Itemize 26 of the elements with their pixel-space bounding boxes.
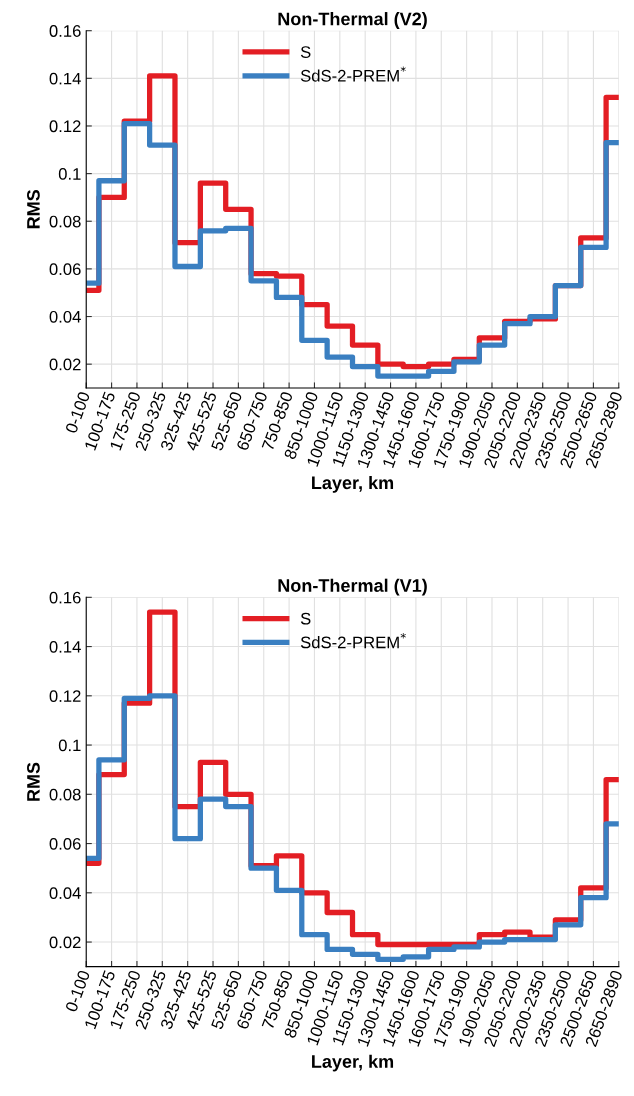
y-tick-label: 0.04	[49, 887, 81, 899]
y-axis-title: RMS	[27, 762, 40, 801]
y-tick-label: 0.1	[58, 168, 81, 180]
legend-label: SdS-2-PREM$^{*}$	[300, 66, 406, 82]
y-tick-label: 0.14	[49, 640, 81, 653]
chart-title: Non-Thermal (V1)	[278, 578, 427, 596]
y-tick-label: 0.16	[49, 25, 81, 37]
y-tick-label: 0.04	[49, 310, 81, 323]
legend-label: S	[300, 46, 311, 58]
y-tick-label: 0.08	[49, 788, 81, 801]
y-tick-label: 0.14	[49, 72, 81, 85]
y-tick-label: 0.12	[49, 120, 81, 133]
x-axis-title: Layer, km	[312, 1054, 394, 1072]
y-tick-label: 0.08	[49, 215, 81, 228]
legend-label: S	[300, 612, 311, 625]
y-tick-label: 0.02	[49, 358, 81, 371]
legend-label: SdS-2-PREM$^{*}$	[300, 633, 406, 649]
y-tick-label: 0.16	[49, 591, 81, 604]
y-tick-label: 0.12	[49, 690, 81, 703]
chart-title: Non-Thermal (V2)	[278, 12, 427, 29]
y-tick-label: 0.06	[49, 263, 81, 276]
y-axis-title: RMS	[27, 189, 40, 229]
y-tick-label: 0.1	[58, 739, 81, 752]
y-tick-label: 0.06	[49, 837, 81, 850]
x-axis-title: Layer, km	[312, 475, 394, 493]
y-tick-label: 0.02	[49, 936, 81, 949]
